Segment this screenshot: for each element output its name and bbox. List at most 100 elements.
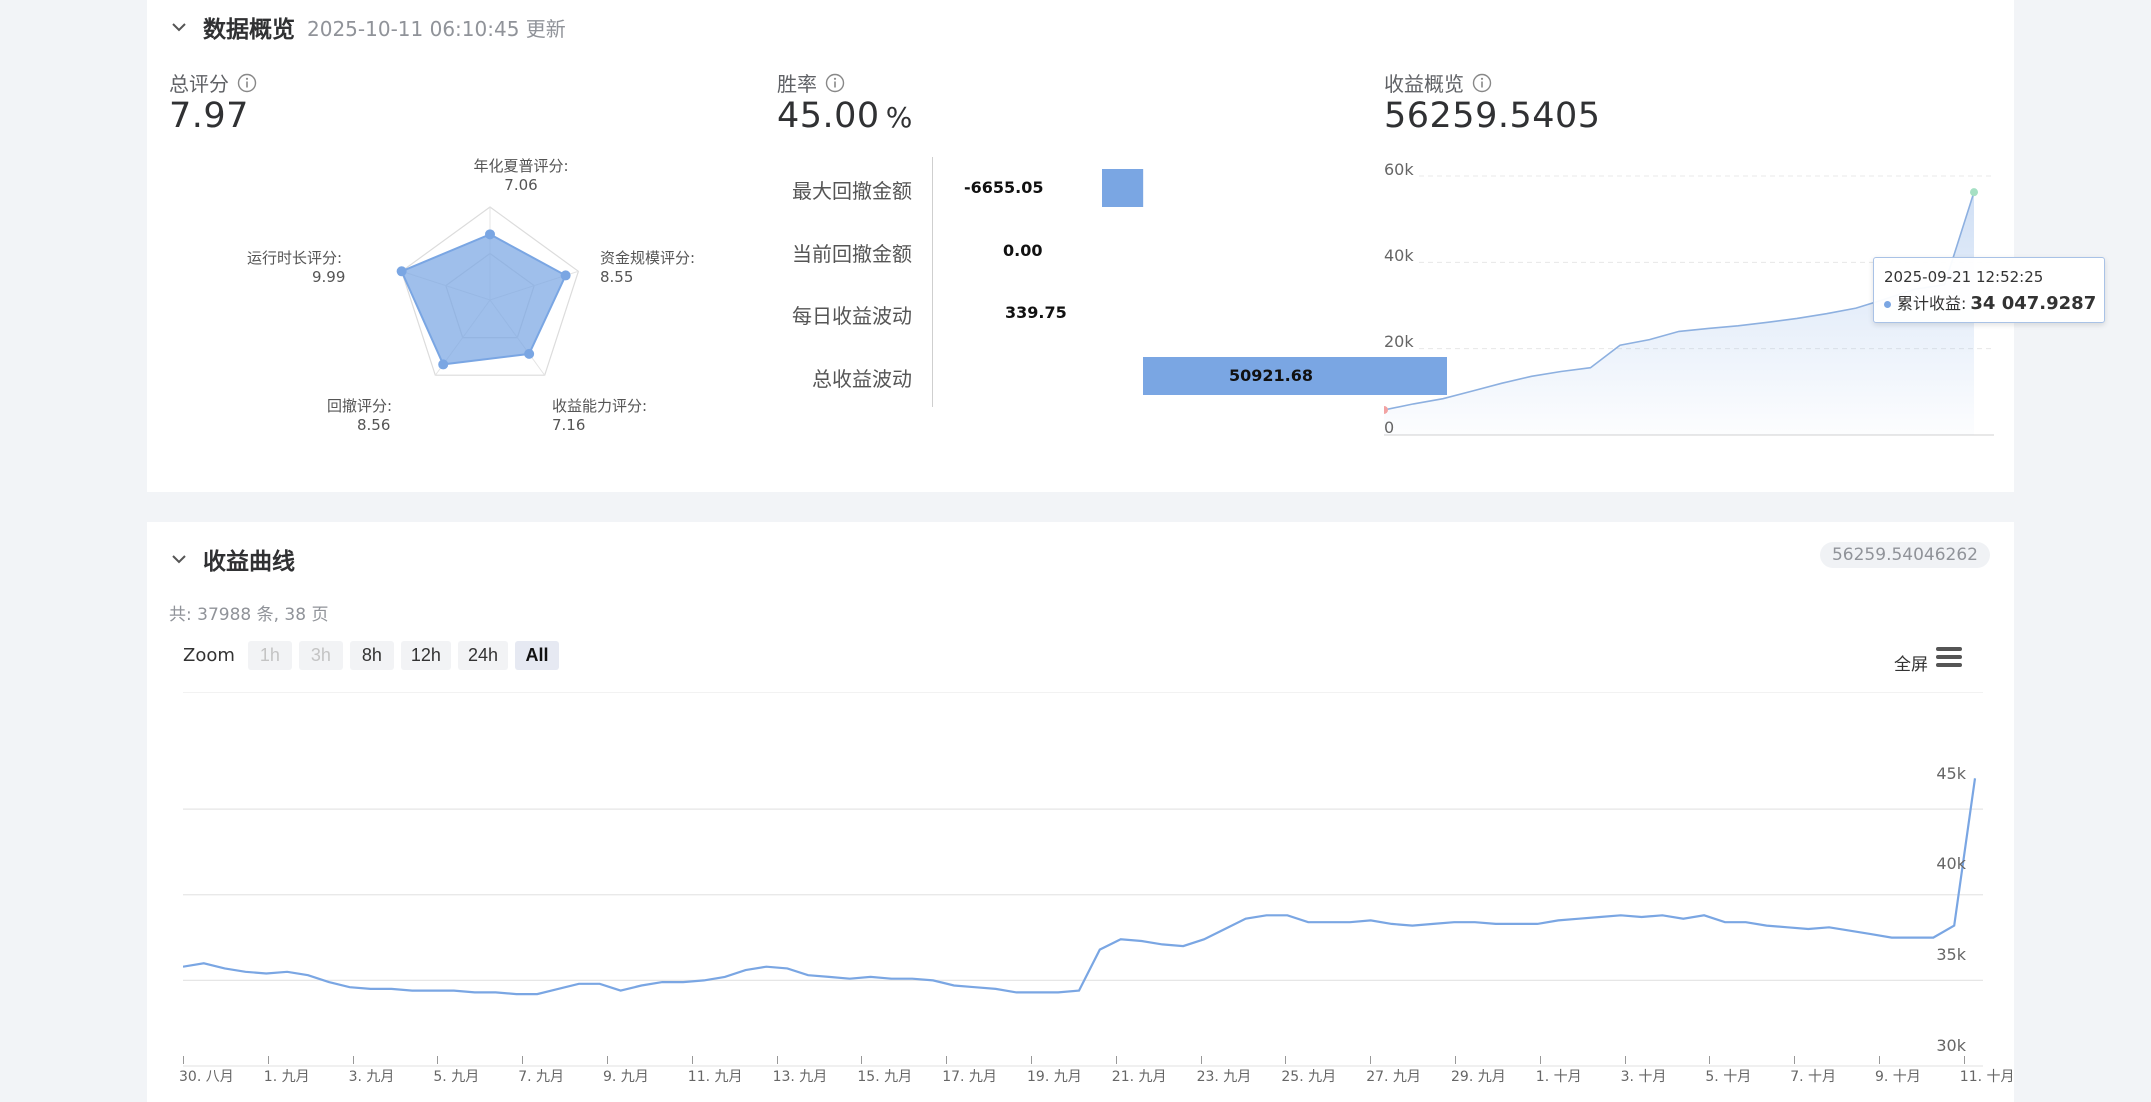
curve-x-tick: 5. 九月 — [433, 1069, 480, 1085]
radar-point — [396, 266, 407, 277]
zoom-12h-button[interactable]: 12h — [400, 641, 451, 670]
chevron-down-icon[interactable] — [169, 17, 189, 37]
curve-x-tick: 3. 九月 — [348, 1069, 395, 1085]
curve-card: 收益曲线 56259.54046262 共: 37988 条, 38 页 Zoo… — [147, 522, 2015, 1102]
winrate-label: 胜率 — [777, 72, 817, 96]
chart-tooltip: 2025-09-21 12:52:25 累计收益: 34 047.9287 — [1873, 257, 2105, 323]
mini-y-tick: 20k — [1384, 332, 1414, 351]
zoom-1h-button[interactable]: 1h — [247, 641, 292, 670]
profit-value: 56259.5405 — [1384, 96, 1601, 136]
record-count: 共: 37988 条, 38 页 — [169, 605, 329, 625]
curve-x-tick-mark — [1879, 1056, 1880, 1064]
curve-x-tick: 9. 十月 — [1875, 1069, 1921, 1085]
radar-point — [560, 270, 571, 281]
radar-point — [485, 229, 495, 240]
profit-curve-chart[interactable] — [183, 692, 1983, 1102]
curve-x-tick: 15. 九月 — [857, 1069, 913, 1085]
score-value: 7.97 — [169, 96, 249, 136]
zoom-label: Zoom — [183, 645, 235, 666]
bar-value-current-drawdown: 0.00 — [1003, 241, 1043, 260]
curve-x-tick-mark — [861, 1056, 863, 1064]
fullscreen-button[interactable]: 全屏 — [1894, 655, 1928, 675]
curve-y-tick: 45k — [1936, 764, 1966, 783]
bar-label-daily-volatility: 每日收益波动 — [792, 304, 912, 328]
mini-y-tick: 0 — [1384, 418, 1395, 437]
curve-x-tick: 1. 九月 — [263, 1069, 310, 1085]
curve-x-tick: 7. 十月 — [1790, 1069, 1836, 1085]
curve-y-tick: 35k — [1936, 945, 1966, 964]
curve-x-tick-mark — [691, 1056, 693, 1064]
radar-point — [524, 348, 535, 359]
curve-x-tick: 13. 九月 — [772, 1069, 828, 1085]
curve-x-tick: 21. 九月 — [1111, 1069, 1167, 1085]
tooltip-value: 34 047.9287 — [1970, 293, 2097, 314]
score-label: 总评分 — [169, 72, 229, 96]
curve-x-tick: 19. 九月 — [1027, 1069, 1082, 1085]
curve-x-tick-mark — [1200, 1056, 1202, 1064]
total-badge: 56259.54046262 — [1819, 542, 1990, 568]
zoom-8h-button[interactable]: 8h — [349, 641, 394, 670]
curve-y-tick: 30k — [1936, 1036, 1966, 1055]
curve-x-tick: 9. 九月 — [603, 1069, 649, 1085]
mini-y-tick: 40k — [1384, 246, 1414, 265]
radar-label-drawdown: 回撤评分: 8.56 — [327, 397, 393, 434]
mini-end-point — [1970, 188, 1978, 197]
curve-x-tick-mark — [522, 1056, 524, 1064]
winrate-label-group: 胜率 — [777, 68, 845, 97]
curve-x-tick: 7. 九月 — [518, 1069, 564, 1085]
radar-label-profit: 收益能力评分: 7.16 — [552, 397, 648, 434]
mini-area — [1384, 192, 1974, 435]
curve-x-tick-mark — [776, 1056, 778, 1064]
curve-x-tick-mark — [1539, 1056, 1541, 1064]
bar-label-total-volatility: 总收益波动 — [812, 367, 912, 391]
zoom-all-button[interactable]: All — [514, 641, 559, 670]
bar-value-daily-volatility: 339.75 — [1005, 303, 1067, 322]
zoom-3h-button[interactable]: 3h — [298, 641, 343, 670]
curve-x-tick: 1. 十月 — [1535, 1069, 1582, 1085]
curve-x-tick: 25. 九月 — [1281, 1069, 1337, 1085]
overview-header: 数据概览 2025-10-11 06:10:45 更新 — [169, 10, 566, 44]
curve-x-tick-mark — [1031, 1056, 1032, 1064]
curve-x-tick: 5. 十月 — [1705, 1069, 1752, 1085]
mini-y-tick: 60k — [1384, 160, 1414, 179]
radar-grid — [445, 252, 535, 339]
info-icon[interactable] — [237, 73, 257, 93]
chevron-down-icon[interactable] — [169, 549, 189, 569]
radar-spoke — [489, 270, 579, 301]
curve-x-tick: 27. 九月 — [1366, 1069, 1421, 1085]
curve-title: 收益曲线 — [203, 549, 295, 575]
curve-x-tick-mark — [1624, 1056, 1626, 1064]
updated-time: 2025-10-11 06:10:45 更新 — [307, 16, 566, 41]
winrate-unit: % — [885, 101, 913, 134]
curve-x-tick-mark — [267, 1056, 269, 1064]
radar-point — [438, 359, 449, 370]
hamburger-menu-icon[interactable] — [1936, 647, 1962, 669]
curve-x-tick-mark — [1455, 1056, 1456, 1064]
overview-title: 数据概览 — [203, 17, 295, 43]
curve-x-tick-mark — [183, 1056, 184, 1064]
radar-area — [400, 233, 567, 366]
curve-x-tick-mark — [1709, 1056, 1711, 1064]
tooltip-date: 2025-09-21 12:52:25 — [1884, 268, 2044, 286]
curve-x-tick-mark — [1794, 1056, 1796, 1064]
series-dot-icon — [1884, 301, 1891, 308]
info-icon[interactable] — [1472, 73, 1492, 93]
curve-x-tick: 23. 九月 — [1196, 1069, 1252, 1085]
radar-spoke — [489, 299, 546, 376]
info-icon[interactable] — [825, 73, 845, 93]
bar-label-max-drawdown: 最大回撤金额 — [792, 179, 912, 203]
zoom-24h-button[interactable]: 24h — [457, 641, 508, 670]
curve-x-tick: 30. 八月 — [179, 1069, 234, 1085]
zoom-bar: Zoom 1h 3h 8h 12h 24h All — [183, 641, 559, 670]
curve-x-tick-mark — [1370, 1056, 1372, 1064]
overview-card: 数据概览 2025-10-11 06:10:45 更新 总评分 7.97 年化夏… — [147, 0, 2105, 492]
curve-x-tick-mark — [1963, 1056, 1965, 1064]
curve-header: 收益曲线 — [169, 542, 295, 576]
radar-spoke — [434, 299, 491, 376]
tooltip-series: 累计收益: 34 047.9287 — [1884, 290, 2096, 314]
mini-start-point — [1384, 405, 1388, 414]
curve-x-tick-mark — [1115, 1056, 1117, 1064]
bar-axis-line — [932, 157, 933, 407]
curve-x-tick-mark — [1285, 1056, 1287, 1064]
bar-value-total-volatility: 50921.68 — [1229, 366, 1314, 385]
